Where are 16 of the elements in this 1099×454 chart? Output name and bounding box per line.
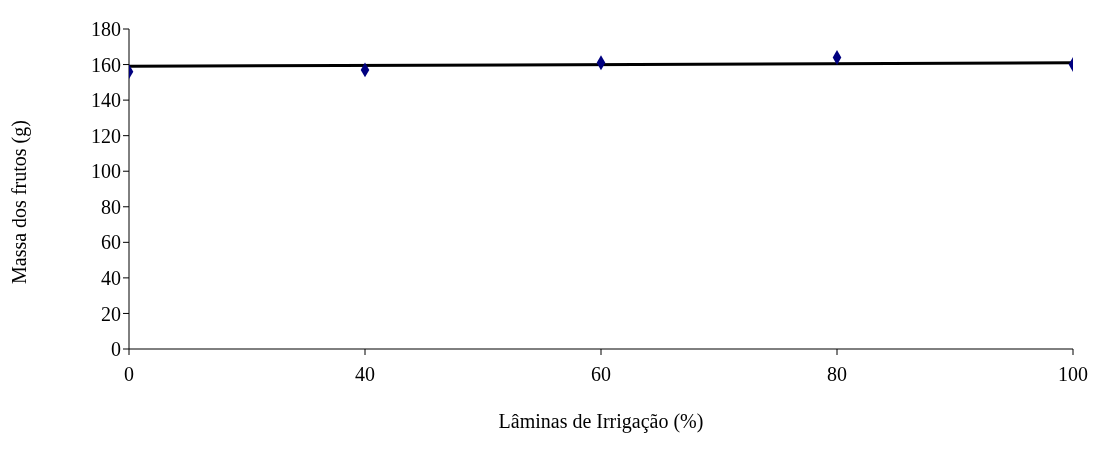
x-tick-label: 60 xyxy=(591,363,611,386)
y-tick-label: 180 xyxy=(91,18,121,41)
y-tick-label: 100 xyxy=(91,160,121,183)
y-tick-label: 140 xyxy=(91,89,121,112)
x-tick-label: 100 xyxy=(1058,363,1088,386)
x-axis-title: Lâminas de Irrigação (%) xyxy=(498,410,704,433)
y-tick-label: 80 xyxy=(101,195,121,218)
y-tick-label: 60 xyxy=(101,231,121,254)
y-tick-label: 0 xyxy=(111,338,121,361)
x-tick-label: 80 xyxy=(827,363,847,386)
y-tick-label: 40 xyxy=(101,266,121,289)
y-tick-label: 120 xyxy=(91,124,121,147)
x-tick-label: 40 xyxy=(355,363,375,386)
y-axis-title: Massa dos frutos (g) xyxy=(8,120,32,284)
y-tick-label: 20 xyxy=(101,302,121,325)
y-tick-label: 160 xyxy=(91,53,121,76)
